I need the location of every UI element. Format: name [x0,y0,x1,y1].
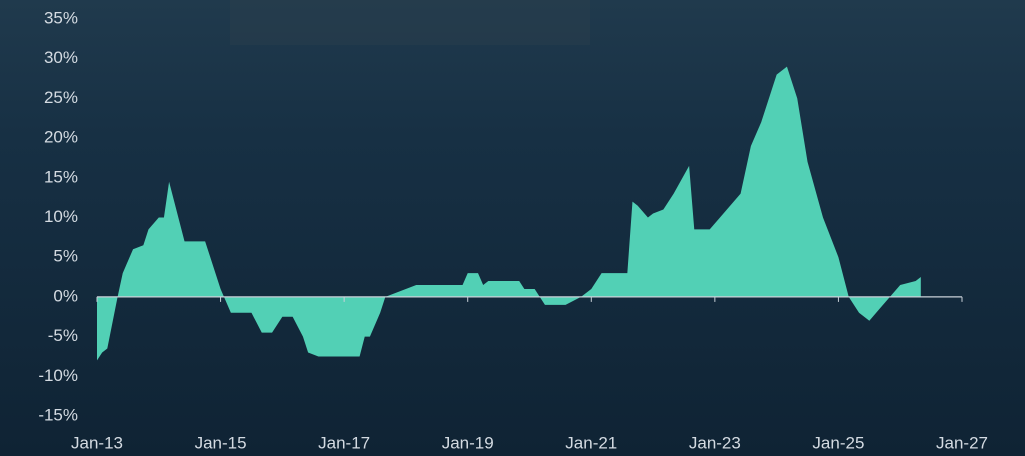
y-tick-label: 5% [53,247,78,266]
x-tick-label: Jan-15 [195,433,247,452]
y-tick-label: 0% [53,286,78,305]
y-tick-label: -15% [38,405,78,424]
x-tick-label: Jan-27 [936,433,988,452]
x-tick-label: Jan-17 [318,433,370,452]
y-tick-label: -10% [38,366,78,385]
y-tick-label: -5% [48,326,78,345]
y-tick-label: 30% [44,48,78,67]
x-tick-label: Jan-23 [689,433,741,452]
y-tick-label: 35% [44,8,78,27]
x-tick-label: Jan-21 [565,433,617,452]
area [97,66,921,361]
y-tick-label: 10% [44,207,78,226]
y-tick-label: 20% [44,128,78,147]
x-tick-label: Jan-25 [812,433,864,452]
y-tick-label: 15% [44,167,78,186]
x-tick-label: Jan-13 [71,433,123,452]
x-tick-label: Jan-19 [442,433,494,452]
background-decor [230,0,590,45]
y-tick-label: 25% [44,88,78,107]
